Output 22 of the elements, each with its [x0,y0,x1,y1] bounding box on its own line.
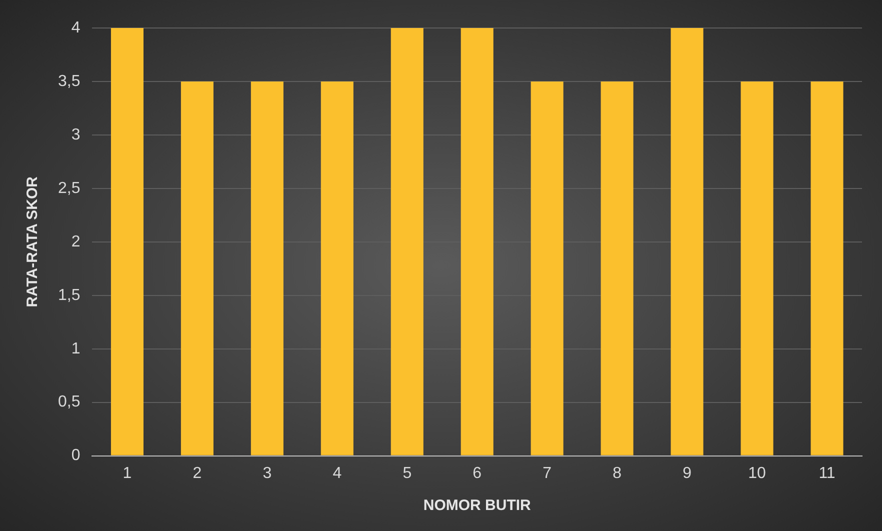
y-tick-label: 1,5 [58,286,80,304]
x-tick-label: 8 [612,464,622,482]
y-tick-label: 1 [71,340,80,358]
y-axis-title: RATA-RATA SKOR [24,176,42,308]
x-tick-label: 5 [402,464,412,482]
y-tick-label: 2 [71,233,80,250]
x-axis-title: NOMOR BUTIR [423,497,532,514]
x-tick-label: 2 [192,464,202,482]
y-tick-label: 3 [71,126,80,144]
x-tick-label: 7 [542,464,552,482]
x-tick-label: 1 [122,464,132,482]
x-tick-label: 11 [818,464,836,482]
y-tick-label: 0 [71,447,80,464]
x-tick-label: 4 [332,464,342,482]
x-tick-label: 9 [682,464,692,482]
y-tick-label: 0,5 [58,394,80,411]
x-tick-label: 3 [262,464,272,482]
x-tick-label: 6 [472,464,482,482]
y-tick-label: 4 [71,19,80,36]
y-tick-label: 2,5 [58,180,80,197]
x-tick-label: 10 [748,464,766,482]
y-tick-label: 3,5 [58,72,80,90]
